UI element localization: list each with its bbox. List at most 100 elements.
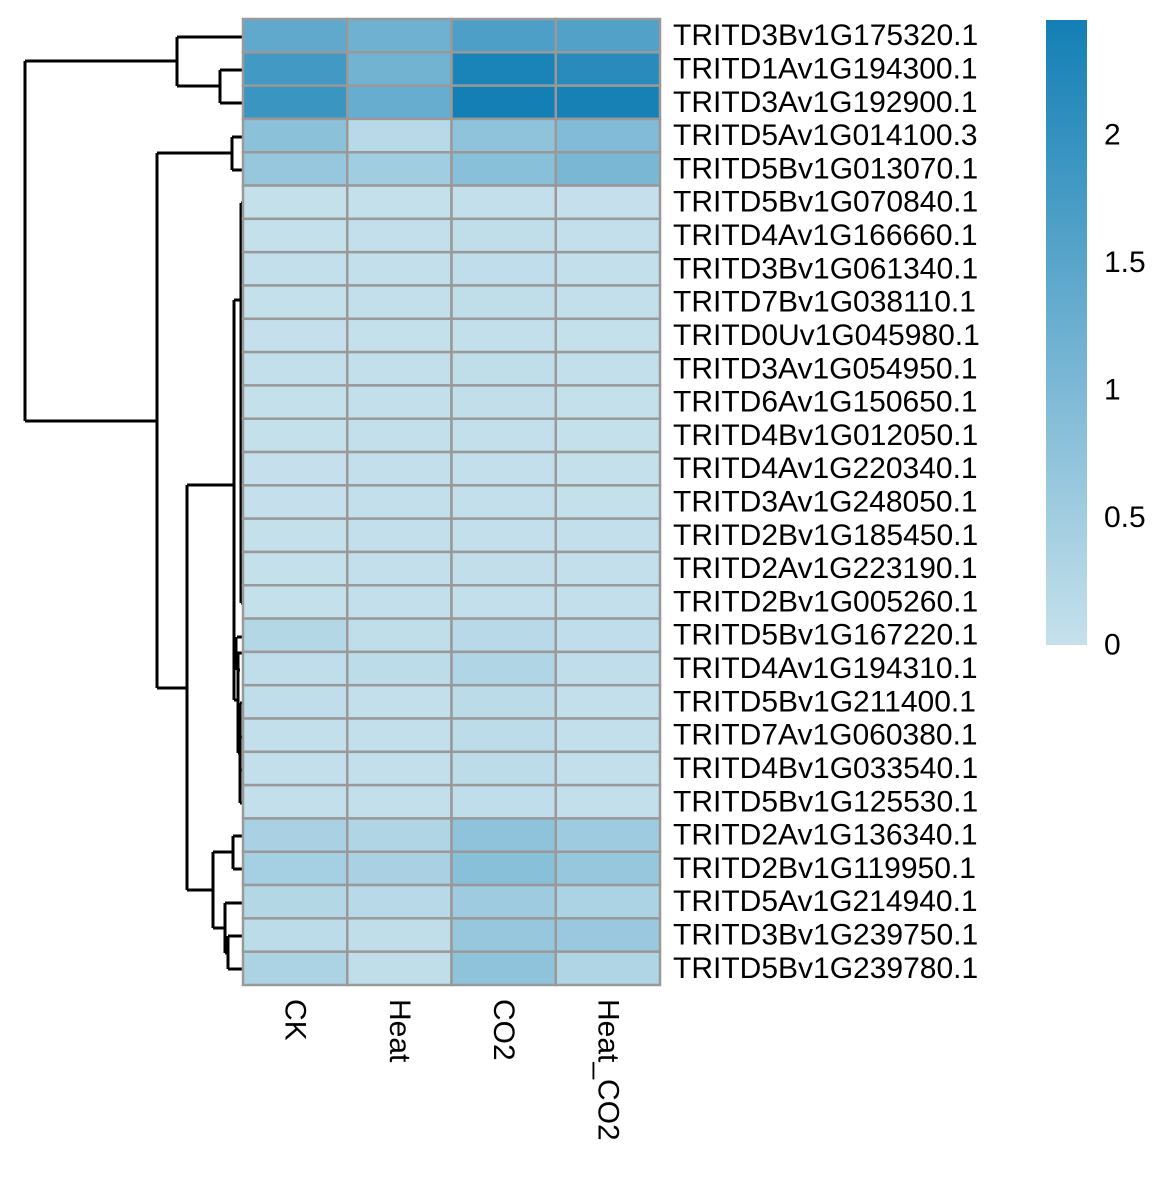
heatmap-cell <box>241 84 349 121</box>
heatmap-cell <box>450 284 557 321</box>
heatmap-cell <box>346 51 453 87</box>
heatmap-cell <box>346 17 453 54</box>
heatmap-cell <box>346 917 453 953</box>
heatmap-cell <box>346 883 453 920</box>
dendrogram-branch <box>23 59 177 423</box>
row-label: TRITD5Bv1G239780.1 <box>673 952 978 985</box>
heatmap-cell <box>450 850 557 887</box>
heatmap-cell <box>241 350 349 387</box>
heatmap-cell <box>554 683 662 720</box>
heatmap-cell <box>346 117 453 154</box>
heatmap-cell <box>346 450 453 487</box>
heatmap-cell <box>554 317 662 354</box>
column-label: Heat_CO2 <box>591 999 624 1141</box>
row-label: TRITD5Bv1G167220.1 <box>673 619 978 652</box>
row-label: TRITD4Av1G194310.1 <box>673 652 978 685</box>
heatmap-cell <box>554 850 662 887</box>
heatmap-cell <box>241 717 349 754</box>
heatmap-cell <box>450 417 557 454</box>
row-label: TRITD3Av1G054950.1 <box>673 352 978 385</box>
heatmap-cell <box>241 117 349 154</box>
row-labels: TRITD3Bv1G175320.1TRITD1Av1G194300.1TRIT… <box>673 19 980 985</box>
heatmap-cell <box>241 450 349 487</box>
heatmap-cell <box>450 950 557 987</box>
row-label: TRITD3Av1G192900.1 <box>673 86 978 119</box>
heatmap-cell <box>241 617 349 654</box>
row-label: TRITD5Bv1G211400.1 <box>673 685 976 718</box>
heatmap-cell <box>241 683 349 720</box>
heatmap-cell <box>450 317 557 354</box>
color-legend: 0 0.5 1 1.5 2 <box>1046 20 1146 662</box>
heatmap-cell <box>554 84 662 121</box>
heatmap-cell <box>450 217 557 254</box>
heatmap-cell <box>554 284 662 321</box>
heatmap-cell <box>450 683 557 720</box>
row-label: TRITD3Bv1G175320.1 <box>673 19 978 52</box>
dendrogram-branch <box>230 135 243 172</box>
heatmap-cell <box>450 17 557 54</box>
heatmap-cell <box>346 783 453 820</box>
row-label: TRITD7Av1G060380.1 <box>673 719 978 752</box>
heatmap-cell <box>450 150 557 187</box>
column-labels: CK Heat CO2 Heat_CO2 <box>279 999 625 1141</box>
heatmap-cell <box>554 450 662 487</box>
dendrogram-branch <box>232 298 241 702</box>
heatmap-cell <box>554 650 662 687</box>
heatmap-cell <box>450 783 557 820</box>
heatmap-cell <box>346 150 453 187</box>
column-label: Heat <box>383 999 416 1063</box>
row-label: TRITD2Bv1G119950.1 <box>673 852 976 885</box>
heatmap-cell <box>554 484 662 520</box>
heatmap-cell <box>241 150 349 187</box>
heatmap-cell <box>346 250 453 287</box>
heatmap-cell <box>346 817 453 854</box>
heatmap-cell <box>450 917 557 953</box>
heatmap-cell <box>346 683 453 720</box>
row-label: TRITD3Av1G248050.1 <box>673 485 978 518</box>
dendrogram-branch <box>236 651 240 755</box>
heatmap-cell <box>346 417 453 454</box>
row-label: TRITD2Av1G223190.1 <box>673 552 978 585</box>
heatmap-cell <box>554 184 662 221</box>
heatmap-cell <box>346 584 453 620</box>
legend-tick-label: 0.5 <box>1104 501 1146 534</box>
heatmap-cell <box>241 950 349 987</box>
heatmap-cell <box>450 883 557 920</box>
heatmap-cell <box>554 117 662 154</box>
heatmap-cell <box>450 717 557 754</box>
legend-tick-label: 2 <box>1104 118 1121 151</box>
heatmap-cell <box>554 817 662 854</box>
legend-ticks: 0 0.5 1 1.5 2 <box>1104 118 1146 661</box>
row-label: TRITD0Uv1G045980.1 <box>673 319 980 352</box>
heatmap-cell <box>554 384 662 420</box>
heatmap-cell <box>554 150 662 187</box>
heatmap-cell <box>554 617 662 654</box>
heatmap-cell <box>554 250 662 287</box>
heatmap-cell <box>346 850 453 887</box>
heatmap-cell <box>241 550 349 587</box>
heatmap-cell <box>450 750 557 787</box>
dendrogram-branch <box>175 35 243 88</box>
heatmap-cell <box>450 84 557 121</box>
heatmap-cell <box>450 584 557 620</box>
heatmap-cell <box>346 84 453 121</box>
row-label: TRITD6Av1G150650.1 <box>673 386 978 419</box>
heatmap-cell <box>450 484 557 520</box>
heatmap-cell <box>450 51 557 87</box>
heatmap-cell <box>450 350 557 387</box>
heatmap-cell <box>346 717 453 754</box>
heatmap-cell <box>241 317 349 354</box>
heatmap-cell <box>554 717 662 754</box>
heatmap-cells <box>241 17 662 987</box>
legend-tick-label: 1.5 <box>1104 246 1146 279</box>
heatmap-cell <box>450 817 557 854</box>
heatmap-cell <box>241 783 349 820</box>
row-label: TRITD7Bv1G038110.1 <box>673 286 976 319</box>
column-label: CK <box>279 999 312 1041</box>
heatmap-cell <box>554 750 662 787</box>
heatmap-cell <box>241 883 349 920</box>
row-label: TRITD5Bv1G070840.1 <box>673 186 978 219</box>
heatmap-cell <box>554 584 662 620</box>
legend-color-bar <box>1046 20 1087 645</box>
